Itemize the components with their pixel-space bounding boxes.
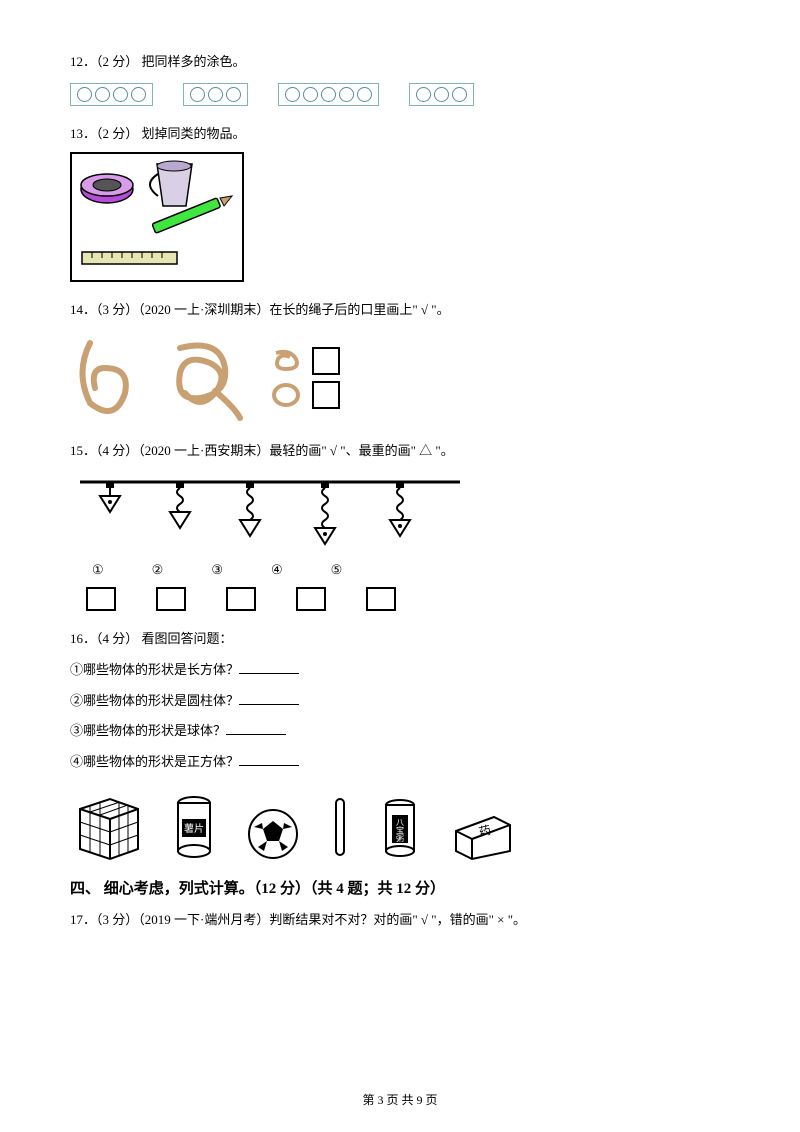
question-15: 15．（4 分）（2020 一上·西安期末）最轻的画" √ "、最重的画" △ … [70, 439, 730, 611]
stick-icon [330, 795, 350, 861]
question-14: 14．（3 分）（2020 一上·深圳期末）在长的绳子后的口里画上" √ "。 [70, 298, 730, 423]
small-loop-icon [270, 381, 306, 409]
blank[interactable] [239, 691, 299, 705]
q12-circle-groups [70, 83, 730, 106]
q16-sub1: ①哪些物体的形状是长方体？ [70, 658, 730, 683]
answer-box[interactable] [296, 587, 326, 611]
q17-text: 17．（3 分）（2019 一下·端州月考）判断结果对不对？对的画" √ "，错… [70, 908, 730, 933]
q15-answer-boxes [86, 587, 730, 611]
chips-cylinder-icon: 薯片 [172, 795, 216, 861]
q14-choice [270, 381, 340, 409]
knot-icon [160, 333, 250, 423]
q12-text: 12．（2 分） 把同样多的涂色。 [70, 50, 730, 75]
svg-text:薯片: 薯片 [184, 822, 204, 835]
page-footer: 第 3 页 共 9 页 [0, 1091, 800, 1108]
num-label: ③ [211, 558, 223, 583]
q14-text: 14．（3 分）（2020 一上·深圳期末）在长的绳子后的口里画上" √ "。 [70, 298, 730, 323]
med-box-icon: 药 [450, 811, 514, 861]
num-label: ① [92, 558, 104, 583]
num-label: ④ [271, 558, 283, 583]
checkbox[interactable] [312, 381, 340, 409]
blank[interactable] [239, 660, 299, 674]
q16-sub3: ③哪些物体的形状是球体？ [70, 719, 730, 744]
circle-box [278, 83, 379, 106]
q15-labels: ① ② ③ ④ ⑤ [92, 558, 730, 583]
ball-icon [246, 807, 300, 861]
blank[interactable] [226, 721, 286, 735]
question-16: 16．（4 分） 看图回答问题： ①哪些物体的形状是长方体？ ②哪些物体的形状是… [70, 627, 730, 860]
q13-image [70, 152, 244, 282]
question-13: 13．（2 分） 划掉同类的物品。 [70, 122, 730, 283]
can-icon: 八 宝 粥 [380, 797, 420, 861]
answer-box[interactable] [226, 587, 256, 611]
answer-box[interactable] [156, 587, 186, 611]
cube-icon [70, 789, 142, 861]
svg-text:粥: 粥 [396, 833, 404, 843]
num-label: ② [152, 558, 164, 583]
num-label: ⑤ [331, 558, 343, 583]
rope-icon [70, 333, 140, 423]
answer-box[interactable] [86, 587, 116, 611]
circle-box [70, 83, 153, 106]
question-17: 17．（3 分）（2019 一下·端州月考）判断结果对不对？对的画" √ "，错… [70, 908, 730, 933]
circle-box [409, 83, 474, 106]
q16-text: 16．（4 分） 看图回答问题： [70, 627, 730, 652]
q16-sub4: ④哪些物体的形状是正方体？ [70, 750, 730, 775]
small-knot-icon [270, 347, 306, 375]
q14-choices [270, 347, 340, 409]
q16-shapes: 薯片 八 宝 粥 药 [70, 789, 730, 861]
blank[interactable] [239, 752, 299, 766]
question-12: 12．（2 分） 把同样多的涂色。 [70, 50, 730, 106]
circle-box [183, 83, 248, 106]
q14-ropes [70, 333, 730, 423]
q15-image: ① ② ③ ④ ⑤ [70, 474, 730, 611]
q16-sub2: ②哪些物体的形状是圆柱体？ [70, 689, 730, 714]
checkbox[interactable] [312, 347, 340, 375]
q15-text: 15．（4 分）（2020 一上·西安期末）最轻的画" √ "、最重的画" △ … [70, 439, 730, 464]
q13-text: 13．（2 分） 划掉同类的物品。 [70, 122, 730, 147]
answer-box[interactable] [366, 587, 396, 611]
q14-choice [270, 347, 340, 375]
section-4-heading: 四、 细心考虑，列式计算。（12 分）（共 4 题；共 12 分） [70, 877, 730, 898]
